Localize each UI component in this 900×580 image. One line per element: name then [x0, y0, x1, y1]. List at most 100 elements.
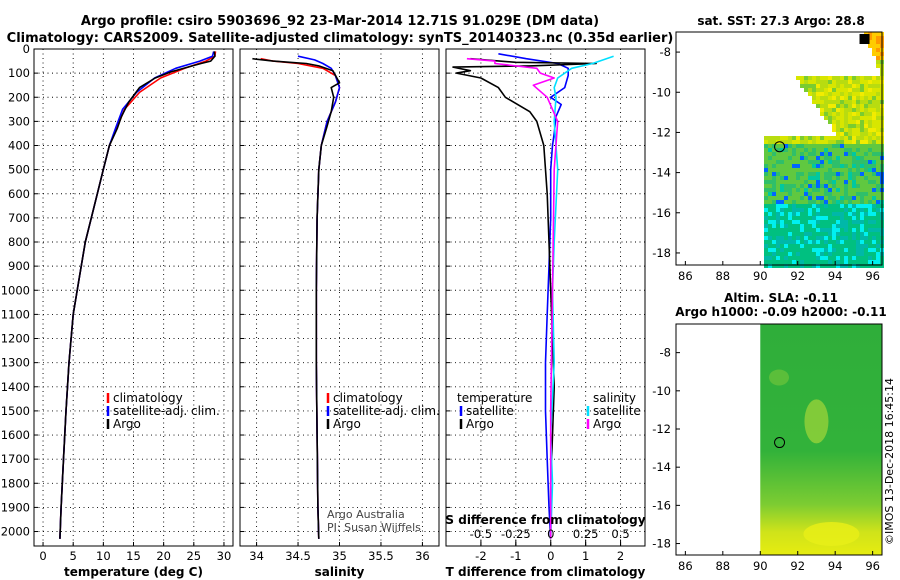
sst-cell — [876, 140, 880, 144]
sst-cell — [832, 264, 836, 268]
sst-cell — [816, 236, 820, 240]
sst-cell — [860, 176, 864, 180]
x-tick-label: 35.5 — [368, 549, 394, 563]
sst-cell — [800, 156, 804, 160]
sst-cell — [856, 168, 860, 172]
sst-cell — [764, 220, 768, 224]
sst-cell — [768, 196, 772, 200]
sst-cell — [876, 228, 880, 232]
sst-cell — [844, 248, 848, 252]
sst-cell — [868, 196, 872, 200]
sst-cell — [852, 124, 856, 128]
sst-cell — [812, 160, 816, 164]
sst-cell — [872, 176, 876, 180]
sst-cell — [792, 252, 796, 256]
sst-cell — [804, 180, 808, 184]
sst-cell — [784, 164, 788, 168]
sst-cell — [824, 252, 828, 256]
sst-cell — [772, 192, 776, 196]
sst-cell — [828, 228, 832, 232]
sst-cell — [788, 248, 792, 252]
sst-cell — [868, 76, 872, 80]
x-tick-label: 94 — [828, 559, 843, 573]
sst-cell — [784, 204, 788, 208]
sst-cell — [824, 200, 828, 204]
sst-cell — [868, 248, 872, 252]
sst-cell — [808, 164, 812, 168]
sst-cell — [824, 112, 828, 116]
sst-cell — [820, 84, 824, 88]
sst-cell — [784, 144, 788, 148]
sst-cell — [808, 144, 812, 148]
legend-label: Argo — [593, 417, 621, 431]
sst-cell — [828, 148, 832, 152]
sst-cell — [848, 92, 852, 96]
sst-cell — [832, 192, 836, 196]
y-tick-label: -16 — [652, 206, 671, 220]
sst-cell — [824, 104, 828, 108]
sst-cell — [784, 152, 788, 156]
sst-cell — [876, 252, 880, 256]
sst-cell — [772, 156, 776, 160]
sst-cell — [764, 204, 768, 208]
sst-cell — [852, 132, 856, 136]
imos-timestamp: ©IMOS 13-Dec-2018 16:45:14 — [883, 378, 896, 545]
sst-cell — [772, 168, 776, 172]
sst-cell — [844, 244, 848, 248]
sst-cell — [832, 116, 836, 120]
sst-cell — [868, 200, 872, 204]
sst-cell — [860, 236, 864, 240]
sst-cell — [768, 168, 772, 172]
sst-cell — [852, 116, 856, 120]
sst-cell — [856, 160, 860, 164]
sst-cell — [800, 236, 804, 240]
sst-cell — [808, 212, 812, 216]
sst-cell — [768, 184, 772, 188]
sst-cell — [788, 176, 792, 180]
sst-cell — [792, 196, 796, 200]
sst-cell — [876, 148, 880, 152]
sst-cell — [800, 160, 804, 164]
sst-cell — [856, 220, 860, 224]
sst-cell — [872, 140, 876, 144]
sst-cell — [824, 152, 828, 156]
sst-cell — [780, 176, 784, 180]
sst-cell — [852, 196, 856, 200]
sst-cell — [792, 160, 796, 164]
sst-cell — [808, 88, 812, 92]
sst-cell — [796, 264, 800, 268]
sst-cell — [840, 156, 844, 160]
sst-cell — [864, 140, 868, 144]
sst-cell — [828, 76, 832, 80]
sst-cell — [848, 224, 852, 228]
sst-cell — [840, 148, 844, 152]
sst-cell — [784, 224, 788, 228]
sst-cell — [828, 256, 832, 260]
sst-cell — [784, 148, 788, 152]
sst-cell — [836, 164, 840, 168]
sst-cell — [788, 188, 792, 192]
sst-cell — [848, 252, 852, 256]
sst-cell — [788, 184, 792, 188]
sst-cell — [764, 140, 768, 144]
sst-cell — [796, 232, 800, 236]
sst-cell — [872, 168, 876, 172]
y-tick-label: 2000 — [1, 525, 30, 539]
sst-cell — [780, 260, 784, 264]
sst-cell — [840, 160, 844, 164]
sst-cell — [840, 180, 844, 184]
y-tick-label: 400 — [8, 139, 30, 153]
sst-cell — [812, 244, 816, 248]
sst-cell — [832, 256, 836, 260]
sst-cell — [852, 188, 856, 192]
sst-cell — [836, 200, 840, 204]
sst-cell — [876, 36, 880, 40]
sst-cell — [868, 212, 872, 216]
sst-cell — [800, 252, 804, 256]
sst-cell — [848, 212, 852, 216]
sst-cell — [860, 144, 864, 148]
sst-cell — [840, 212, 844, 216]
sst-cell — [872, 32, 876, 36]
sst-cell — [824, 248, 828, 252]
